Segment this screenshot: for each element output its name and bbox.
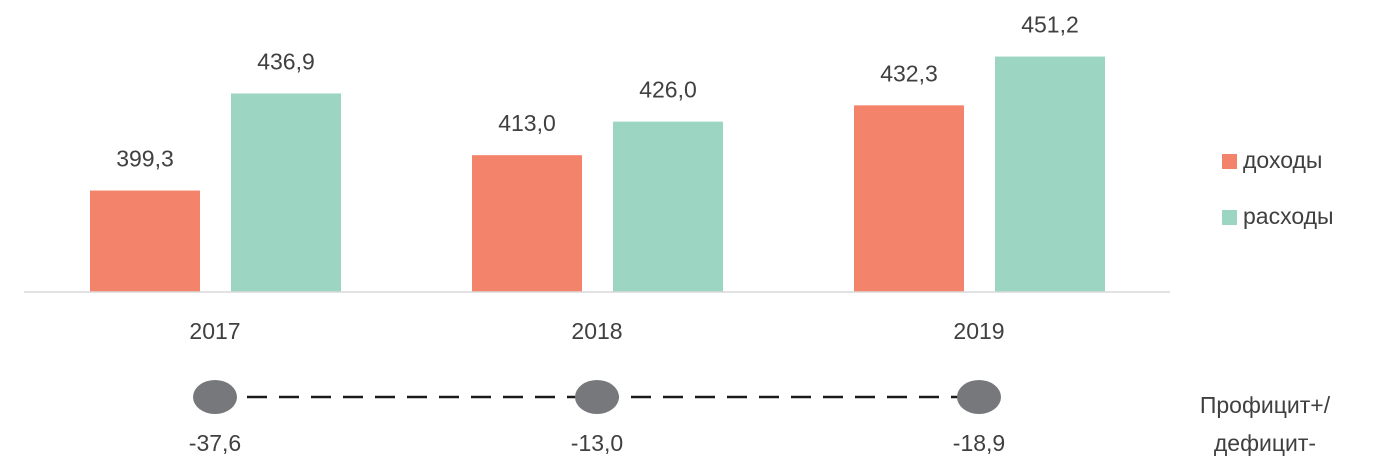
series-label: дефицит-: [1214, 430, 1316, 456]
bar: [90, 190, 200, 292]
dot: [575, 380, 619, 414]
x-tick-label: 2019: [953, 318, 1004, 344]
x-tick-label: 2018: [571, 318, 622, 344]
series-label: Профицит+/: [1200, 392, 1331, 418]
bar: [995, 56, 1105, 293]
bar: [231, 93, 341, 292]
data-label: -18,9: [953, 430, 1005, 456]
bar: [613, 121, 723, 292]
legend-swatch: [1222, 210, 1237, 225]
dot: [193, 380, 237, 414]
legend-label: расходы: [1243, 203, 1334, 229]
data-label: 436,9: [257, 49, 315, 75]
legend-label: доходы: [1243, 147, 1322, 173]
dot: [957, 380, 1001, 414]
data-label: -13,0: [571, 430, 623, 456]
data-label: 399,3: [116, 146, 174, 172]
data-label: 432,3: [880, 60, 938, 86]
data-label: 426,0: [639, 77, 697, 103]
legend-swatch: [1222, 154, 1237, 169]
data-label: 451,2: [1021, 12, 1079, 38]
data-label: 413,0: [498, 110, 556, 136]
x-tick-label: 2017: [189, 318, 240, 344]
bar: [472, 155, 582, 292]
bar: [854, 105, 964, 292]
data-label: -37,6: [189, 430, 241, 456]
